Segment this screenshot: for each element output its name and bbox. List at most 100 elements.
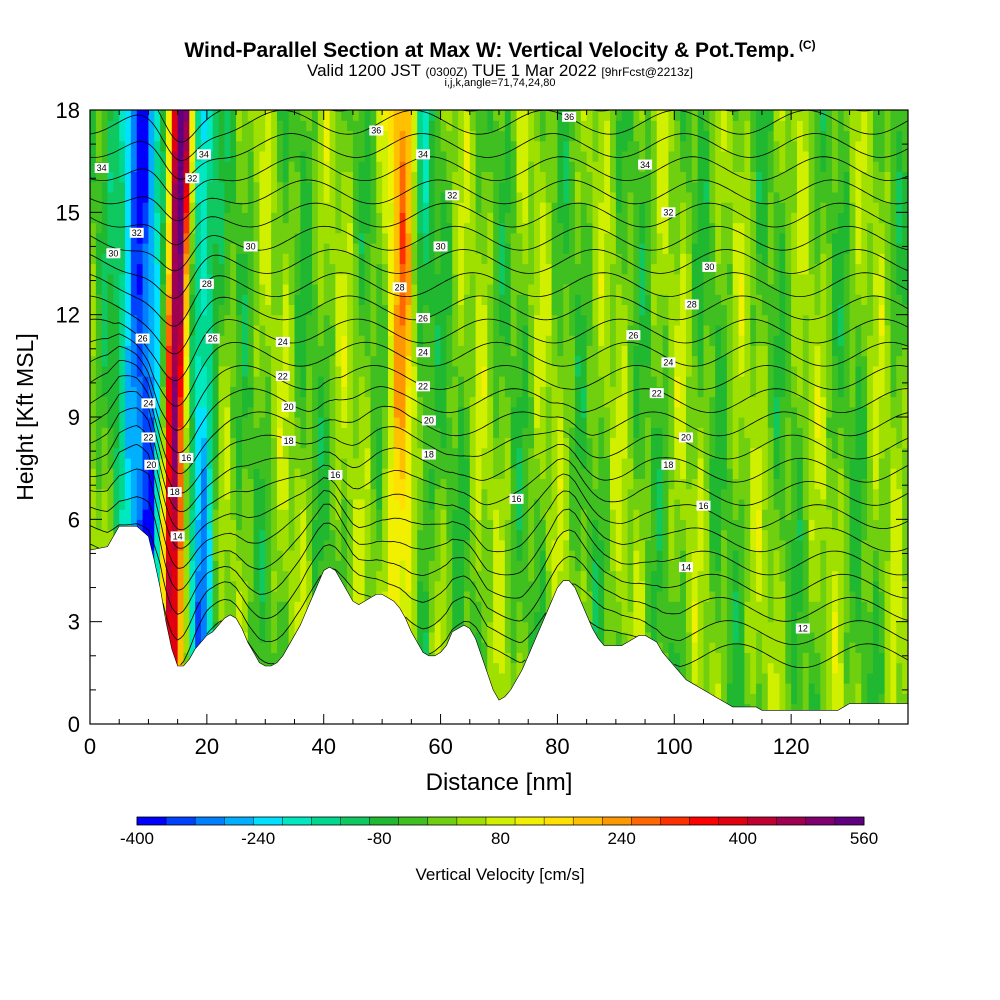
field-cell	[130, 498, 138, 510]
field-cell	[411, 283, 418, 295]
field-cell	[212, 519, 220, 531]
field-cell	[545, 355, 553, 367]
field-cell	[411, 140, 418, 152]
field-cell	[312, 406, 319, 418]
field-cell	[539, 120, 547, 132]
field-cell	[90, 161, 97, 172]
field-cell	[487, 110, 494, 121]
field-cell	[90, 253, 97, 265]
field-cell	[387, 273, 395, 285]
field-cell	[101, 386, 109, 398]
field-cell	[423, 570, 430, 582]
field-cell	[376, 232, 383, 244]
field-cell	[487, 202, 494, 213]
field-cell	[475, 631, 483, 643]
field-cell	[306, 191, 313, 203]
field-cell	[493, 283, 500, 295]
field-cell	[323, 304, 331, 316]
field-cell	[154, 447, 161, 459]
field-cell	[329, 150, 336, 162]
field-cell	[440, 181, 448, 193]
field-cell	[259, 376, 266, 387]
field-cell	[493, 202, 500, 213]
field-cell	[370, 294, 377, 306]
field-cell	[434, 140, 442, 152]
field-cell	[154, 376, 161, 387]
field-cell	[417, 335, 424, 346]
field-cell	[265, 324, 272, 336]
field-cell	[481, 560, 488, 572]
field-cell	[201, 253, 208, 265]
field-cell	[218, 376, 225, 387]
field-cell	[499, 376, 506, 387]
field-cell	[534, 621, 541, 633]
field-cell	[347, 161, 354, 172]
field-cell	[195, 631, 202, 643]
field-cell	[569, 406, 576, 418]
field-cell	[434, 283, 442, 295]
field-cell	[241, 130, 249, 142]
field-cell	[358, 253, 366, 265]
field-cell	[253, 345, 261, 357]
field-cell	[130, 417, 138, 428]
field-cell	[358, 314, 366, 326]
field-cell	[154, 202, 161, 213]
field-cell	[504, 222, 512, 234]
field-cell	[265, 631, 272, 643]
field-cell	[154, 529, 161, 541]
field-cell	[282, 202, 290, 213]
field-cell	[458, 335, 465, 346]
field-cell	[136, 140, 144, 152]
field-cell	[411, 427, 418, 439]
field-cell	[522, 519, 529, 531]
field-cell	[218, 457, 225, 469]
field-cell	[557, 263, 564, 275]
field-cell	[212, 365, 220, 377]
field-cell	[125, 324, 132, 336]
field-cell	[534, 304, 541, 316]
field-cell	[276, 498, 284, 510]
field-cell	[528, 355, 535, 367]
field-cell	[253, 437, 261, 449]
field-cell	[160, 427, 167, 439]
field-cell	[125, 488, 132, 500]
field-cell	[399, 294, 407, 306]
field-cell	[236, 294, 243, 306]
field-cell	[387, 417, 395, 428]
field-cell	[312, 457, 319, 469]
field-cell	[428, 570, 436, 582]
field-cell	[347, 150, 354, 162]
field-cell	[399, 345, 407, 357]
field-cell	[423, 642, 430, 653]
field-cell	[534, 519, 541, 531]
field-cell	[90, 498, 97, 510]
field-cell	[282, 580, 290, 592]
field-cell	[417, 529, 424, 541]
field-cell	[446, 181, 453, 193]
field-cell	[218, 478, 225, 490]
field-cell	[136, 253, 144, 265]
field-cell	[499, 171, 506, 183]
field-cell	[282, 642, 290, 653]
field-cell	[107, 202, 114, 213]
field-cell	[282, 283, 290, 295]
field-cell	[370, 171, 377, 183]
field-cell	[90, 130, 97, 142]
field-cell	[230, 120, 237, 132]
field-cell	[183, 468, 190, 479]
field-cell	[423, 509, 430, 520]
field-cell	[405, 406, 412, 418]
field-cell	[504, 662, 512, 674]
field-cell	[387, 304, 395, 316]
field-cell	[201, 427, 208, 439]
field-cell	[522, 539, 529, 551]
field-cell	[499, 191, 506, 203]
field-cell	[539, 161, 547, 172]
field-cell	[195, 202, 202, 213]
field-cell	[312, 417, 319, 428]
field-cell	[428, 427, 436, 439]
field-cell	[265, 652, 272, 664]
field-cell	[212, 355, 220, 367]
field-cell	[265, 457, 272, 469]
field-cell	[241, 519, 249, 531]
